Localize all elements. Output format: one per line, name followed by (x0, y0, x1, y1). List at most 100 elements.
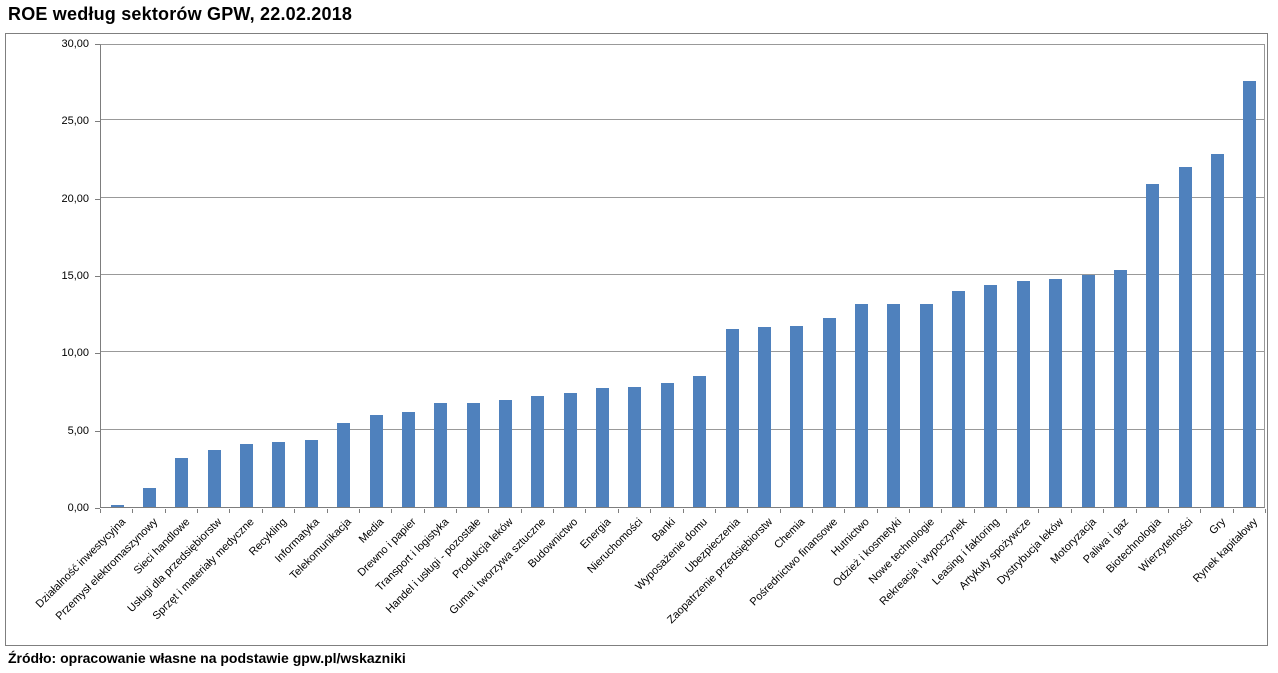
x-axis-tick (1265, 509, 1266, 513)
x-axis-tick (1135, 509, 1137, 513)
bar (563, 393, 577, 507)
x-axis-tick (1167, 509, 1169, 513)
bar (854, 304, 868, 507)
bar (337, 422, 351, 507)
bar (207, 449, 221, 507)
x-axis-tick (682, 509, 684, 513)
bar (434, 403, 448, 507)
bar (369, 414, 383, 507)
x-axis-tick (973, 509, 975, 513)
y-axis-label: 30,00 (61, 38, 89, 50)
bar (660, 383, 674, 507)
bar (596, 387, 610, 507)
x-axis-tick (553, 509, 555, 513)
x-axis-tick (358, 509, 360, 513)
y-axis-tick (95, 353, 100, 355)
x-axis-tick (326, 509, 328, 513)
x-axis-category-label: Gry (1206, 516, 1228, 538)
bar (1016, 281, 1030, 507)
y-axis-tick (95, 198, 100, 200)
bar (304, 439, 318, 507)
y-axis-tick (95, 121, 100, 123)
bar (952, 291, 966, 507)
x-axis-tick (714, 509, 716, 513)
x-axis-tick (876, 509, 878, 513)
bar (1178, 166, 1192, 507)
x-axis-tick (520, 509, 522, 513)
x-axis-tick (294, 509, 296, 513)
bar (693, 376, 707, 507)
y-axis-label: 10,00 (61, 347, 89, 360)
x-axis-tick (747, 509, 749, 513)
bar (628, 387, 642, 507)
x-axis-category-label: Banki (649, 516, 678, 544)
x-axis-tick (617, 509, 619, 513)
bar (1113, 270, 1127, 507)
y-axis-label: 25,00 (61, 115, 89, 128)
x-axis-tick (779, 509, 781, 513)
x-axis-tick (1038, 509, 1040, 513)
y-axis-tick (95, 430, 100, 432)
x-axis-tick (811, 509, 813, 513)
x-axis-tick (455, 509, 457, 513)
bar (725, 329, 739, 507)
x-axis-tick (391, 509, 393, 513)
x-axis-tick (1200, 509, 1202, 513)
bar (272, 442, 286, 507)
bar (1210, 154, 1224, 507)
x-axis-tick (197, 509, 199, 513)
x-axis-tick (164, 509, 166, 513)
y-axis-label: 0,00 (67, 502, 89, 514)
x-axis-tick (585, 509, 587, 513)
bar (499, 399, 512, 507)
x-axis-tick (650, 509, 652, 513)
gridline (101, 119, 1264, 121)
plot-area (100, 44, 1265, 508)
bar (1243, 80, 1257, 507)
x-axis-tick (423, 509, 425, 513)
x-axis-tick (229, 509, 231, 513)
bar (919, 303, 933, 507)
chart-title: ROE według sektorów GPW, 22.02.2018 (8, 4, 353, 24)
x-axis-tick (1103, 509, 1105, 513)
bar (790, 326, 804, 507)
bar (757, 326, 771, 507)
gridline (101, 274, 1264, 275)
x-axis-tick (941, 509, 943, 513)
bar (240, 443, 254, 507)
y-axis-tick (95, 44, 100, 45)
bar (822, 318, 836, 507)
x-axis-tick (1070, 509, 1072, 513)
x-axis-tick (100, 509, 101, 513)
x-axis-tick (261, 509, 263, 513)
bar (887, 304, 901, 507)
x-axis-tick (909, 509, 911, 513)
bar (401, 411, 415, 507)
x-axis-tick (488, 509, 490, 513)
x-axis-category-label: Drewno i papier (355, 516, 419, 579)
bar (1081, 275, 1095, 507)
x-axis-tick (844, 509, 846, 513)
y-axis-label: 5,00 (67, 424, 89, 437)
bar (110, 504, 124, 507)
bar (531, 396, 545, 507)
gridline (101, 196, 1264, 198)
x-axis-category-label: Media (356, 516, 387, 546)
source-note: Źródło: opracowanie własne na podstawie … (8, 650, 406, 666)
chart-frame: 0,00 5,00 10,00 15,00 20,00 25,00 30,00 Działal… (5, 33, 1268, 646)
bar (466, 402, 480, 507)
bar (1146, 183, 1160, 507)
y-axis-tick (95, 276, 100, 277)
gridline (101, 428, 1264, 430)
y-axis-label: 15,00 (61, 270, 89, 282)
bar (143, 487, 157, 507)
gridline (101, 351, 1264, 353)
y-axis-label: 20,00 (61, 192, 89, 205)
x-axis-category-label: Telekomunikacja (288, 516, 355, 582)
bar (175, 458, 189, 507)
y-axis-tick (95, 508, 100, 509)
x-axis-tick (1232, 509, 1234, 513)
x-axis-tick (1006, 509, 1008, 513)
bar (984, 285, 998, 507)
x-axis-tick (132, 509, 134, 513)
